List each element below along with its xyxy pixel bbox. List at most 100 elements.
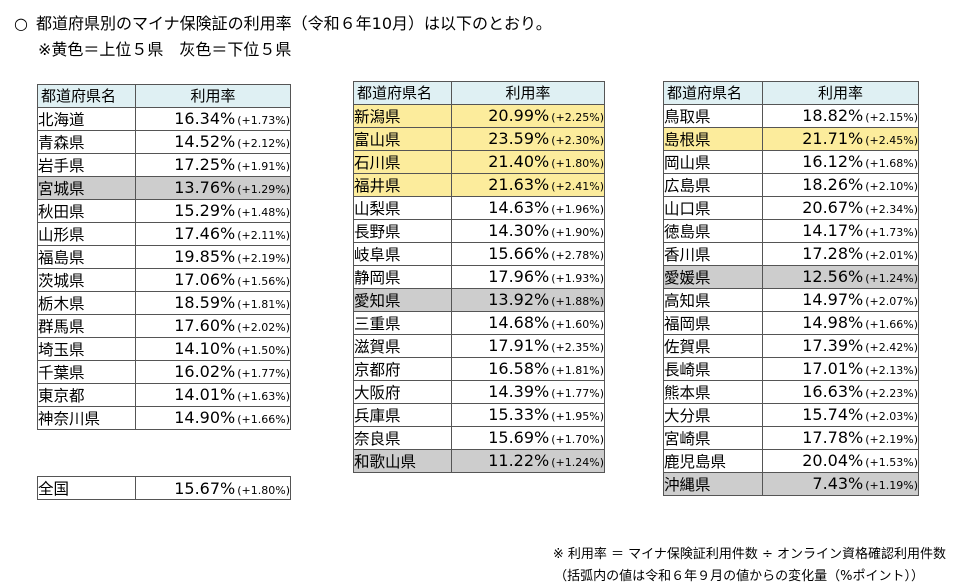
table-row: 徳島県 14.17% (+1.73%) — [663, 218, 919, 243]
rate-table-3: 都道府県名 利用率 鳥取県 18.82% (+2.15%) 島根県 21.71% (+2.… — [663, 81, 919, 496]
table-header-row: 都道府県名 利用率 — [353, 81, 605, 105]
rate-change: (+2.07%) — [865, 295, 918, 308]
rate-change: (+1.81%) — [237, 298, 290, 311]
rate-cell: 17.25% (+1.91%) — [135, 152, 291, 177]
rate-change: (+1.93%) — [551, 272, 604, 285]
usage-rate: 11.22% — [488, 451, 550, 470]
national-rate-table: 全国 15.67% (+1.80%) — [37, 476, 291, 500]
rate-change: (+2.11%) — [237, 229, 290, 242]
rate-change: (+2.34%) — [865, 203, 918, 216]
usage-rate: 14.52% — [174, 132, 236, 151]
rate-cell: 14.39% (+1.77%) — [451, 379, 605, 404]
prefecture-name: 香川県 — [663, 241, 763, 266]
table-row: 大分県 15.74% (+2.03%) — [663, 402, 919, 427]
rate-cell: 18.59% (+1.81%) — [135, 290, 291, 315]
table-row: 岩手県 17.25% (+1.91%) — [37, 152, 291, 177]
prefecture-name: 茨城県 — [37, 267, 136, 292]
prefecture-column-header: 都道府県名 — [37, 84, 136, 108]
prefecture-name: 山口県 — [663, 195, 763, 220]
rate-change: (+2.45%) — [865, 134, 918, 147]
rate-change: (+1.73%) — [237, 114, 290, 127]
rate-cell: 15.33% (+1.95%) — [451, 402, 605, 427]
usage-rate: 14.90% — [174, 408, 236, 427]
rate-cell: 23.59% (+2.30%) — [451, 126, 605, 151]
rate-table-1: 都道府県名 利用率 北海道 16.34% (+1.73%) 青森県 14.52% (+2.… — [37, 84, 291, 430]
usage-rate: 17.28% — [802, 244, 864, 263]
usage-rate: 21.40% — [488, 152, 550, 171]
prefecture-name: 愛知県 — [353, 287, 452, 312]
table-row: 香川県 17.28% (+2.01%) — [663, 241, 919, 266]
table-row: 茨城県 17.06% (+1.56%) — [37, 267, 291, 292]
usage-rate: 12.56% — [802, 267, 864, 286]
rate-cell: 17.39% (+2.42%) — [762, 333, 919, 358]
rate-cell: 14.97% (+2.07%) — [762, 287, 919, 312]
rate-cell: 17.91% (+2.35%) — [451, 333, 605, 358]
rate-change: (+1.91%) — [237, 160, 290, 173]
prefecture-name: 北海道 — [37, 106, 136, 131]
rate-change: (+1.63%) — [237, 390, 290, 403]
rate-change: (+1.81%) — [551, 364, 604, 377]
table-row: 熊本県 16.63% (+2.23%) — [663, 379, 919, 404]
rate-change: (+1.77%) — [551, 387, 604, 400]
prefecture-name: 大阪府 — [353, 379, 452, 404]
rate-cell: 18.82% (+2.15%) — [762, 103, 919, 128]
table-row: 和歌山県 11.22% (+1.24%) — [353, 448, 605, 473]
usage-rate: 20.04% — [802, 451, 864, 470]
table-row: 宮城県 13.76% (+1.29%) — [37, 175, 291, 200]
usage-rate: 15.66% — [488, 244, 550, 263]
rate-cell: 13.92% (+1.88%) — [451, 287, 605, 312]
usage-rate: 21.63% — [488, 175, 550, 194]
usage-rate: 14.30% — [488, 221, 550, 240]
rate-change: (+2.25%) — [551, 111, 604, 124]
rate-cell: 14.98% (+1.66%) — [762, 310, 919, 335]
table-row: 青森県 14.52% (+2.12%) — [37, 129, 291, 154]
rate-cell: 17.01% (+2.13%) — [762, 356, 919, 381]
prefecture-name: 和歌山県 — [353, 448, 452, 473]
usage-rate: 18.82% — [802, 106, 864, 125]
rate-change: (+2.15%) — [865, 111, 918, 124]
rate-change: (+2.10%) — [865, 180, 918, 193]
rate-table-2: 都道府県名 利用率 新潟県 20.99% (+2.25%) 富山県 23.59% (+2.… — [353, 81, 605, 473]
rate-change: (+1.60%) — [551, 318, 604, 331]
table-row: 秋田県 15.29% (+1.48%) — [37, 198, 291, 223]
rate-change: (+2.19%) — [237, 252, 290, 265]
usage-rate: 18.26% — [802, 175, 864, 194]
table-row: 千葉県 16.02% (+1.77%) — [37, 359, 291, 384]
table-row: 石川県 21.40% (+1.80%) — [353, 149, 605, 174]
table-row: 大阪府 14.39% (+1.77%) — [353, 379, 605, 404]
rate-cell: 14.10% (+1.50%) — [135, 336, 291, 361]
table-row: 埼玉県 14.10% (+1.50%) — [37, 336, 291, 361]
rate-cell: 15.66% (+2.78%) — [451, 241, 605, 266]
prefecture-name: 神奈川県 — [37, 405, 136, 430]
prefecture-name: 鹿児島県 — [663, 448, 763, 473]
rate-column-header: 利用率 — [451, 81, 605, 105]
rate-change: (+2.35%) — [551, 341, 604, 354]
rate-cell: 17.96% (+1.93%) — [451, 264, 605, 289]
rate-cell: 20.67% (+2.34%) — [762, 195, 919, 220]
rate-change: (+2.01%) — [865, 249, 918, 262]
table-row: 福岡県 14.98% (+1.66%) — [663, 310, 919, 335]
rate-cell: 18.26% (+2.10%) — [762, 172, 919, 197]
usage-rate: 13.92% — [488, 290, 550, 309]
usage-rate: 21.71% — [802, 129, 864, 148]
table-row: 長崎県 17.01% (+2.13%) — [663, 356, 919, 381]
table-row: 鹿児島県 20.04% (+1.53%) — [663, 448, 919, 473]
table-row: 福島県 19.85% (+2.19%) — [37, 244, 291, 269]
rate-change: (+1.68%) — [865, 157, 918, 170]
rate-cell: 13.76% (+1.29%) — [135, 175, 291, 200]
rate-cell: 21.40% (+1.80%) — [451, 149, 605, 174]
rate-cell: 14.63% (+1.96%) — [451, 195, 605, 220]
table-row: 静岡県 17.96% (+1.93%) — [353, 264, 605, 289]
usage-rate: 15.29% — [174, 201, 236, 220]
table-row: 鳥取県 18.82% (+2.15%) — [663, 103, 919, 128]
rate-cell: 11.22% (+1.24%) — [451, 448, 605, 473]
usage-rate: 20.99% — [488, 106, 550, 125]
rate-change: (+1.77%) — [237, 367, 290, 380]
rate-change: (+2.02%) — [237, 321, 290, 334]
usage-rate: 17.60% — [174, 316, 236, 335]
rate-change: (+2.41%) — [551, 180, 604, 193]
rate-change: (+2.12%) — [237, 137, 290, 150]
rate-cell: 14.17% (+1.73%) — [762, 218, 919, 243]
rate-change: (+1.24%) — [865, 272, 918, 285]
rate-cell: 17.06% (+1.56%) — [135, 267, 291, 292]
